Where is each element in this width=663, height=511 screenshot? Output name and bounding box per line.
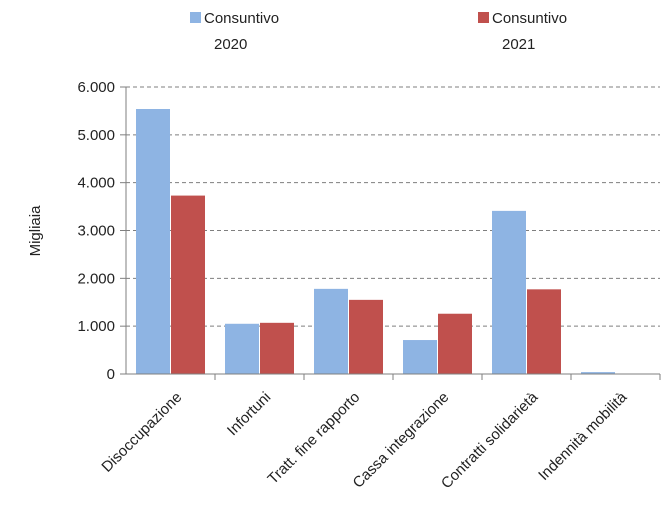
gridlines [126, 86, 660, 327]
x-category-label: Disoccupazione [98, 389, 185, 476]
y-tick-labels: 0 1.000 2.000 3.000 4.000 5.000 6.000 [77, 79, 115, 383]
bar-series-2 [171, 195, 205, 374]
bar-series-2 [438, 313, 472, 374]
y-tick-label: 0 [107, 366, 115, 383]
x-category-label: Tratt. fine rapporto [264, 389, 363, 488]
y-tick-label: 1.000 [77, 318, 115, 335]
legend-label-line-1: Consuntivo [204, 10, 279, 27]
y-tick-label: 4.000 [77, 175, 115, 192]
bar-series-1 [492, 210, 526, 374]
legend-label-line-2: 2020 [214, 36, 247, 53]
bar-series-1 [314, 288, 348, 374]
legend-swatch [478, 12, 489, 23]
bar-series-2 [260, 322, 294, 374]
bar-series-2 [349, 299, 383, 374]
x-category-label: Infortuni [224, 389, 274, 439]
x-category-label: Cassa integrazione [349, 389, 452, 492]
y-tick-label: 3.000 [77, 223, 115, 240]
bar-series-1 [136, 109, 170, 375]
y-tick-label: 2.000 [77, 270, 115, 287]
x-category-label: Contratti solidarietà [438, 388, 542, 492]
bars [136, 109, 650, 375]
bar-series-1 [581, 372, 615, 374]
y-tick-label: 5.000 [77, 127, 115, 144]
axes [120, 86, 661, 380]
bar-series-1 [225, 323, 259, 374]
y-tick-label: 6.000 [77, 79, 115, 96]
bar-series-1 [403, 340, 437, 374]
legend-label-line-1: Consuntivo [492, 10, 567, 27]
legend: Consuntivo 2020 Consuntivo 2021 [190, 10, 567, 53]
y-axis-label: Migliaia [27, 205, 44, 257]
x-category-label: Indennità mobilità [535, 388, 631, 484]
legend-label-line-2: 2021 [502, 36, 535, 53]
bar-series-2 [527, 289, 561, 374]
legend-swatch [190, 12, 201, 23]
